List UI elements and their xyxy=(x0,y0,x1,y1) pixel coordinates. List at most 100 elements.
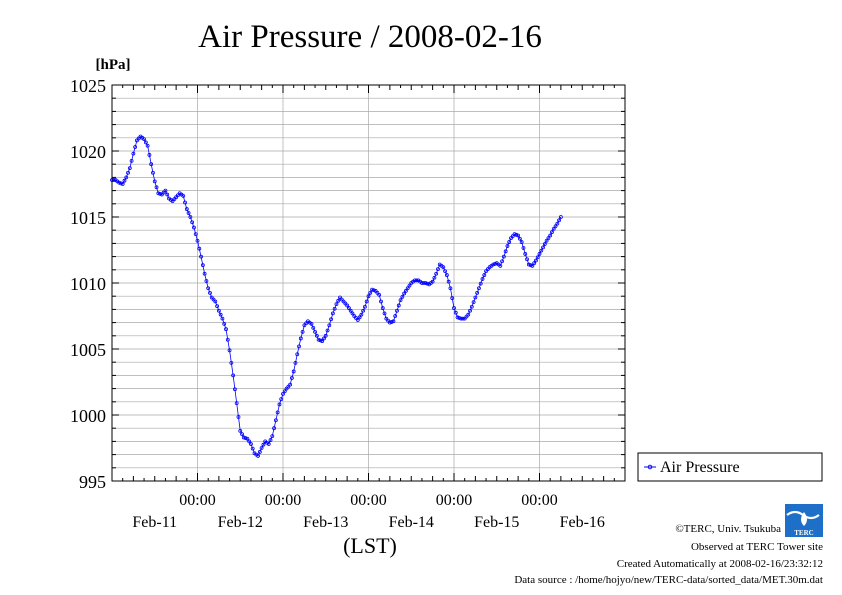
terc-logo: TERC xyxy=(785,504,823,537)
series-air-pressure xyxy=(110,134,563,458)
data-point xyxy=(471,300,476,305)
data-point xyxy=(402,291,407,296)
data-point xyxy=(156,191,161,196)
data-point xyxy=(404,289,408,293)
observed-text: Observed at TERC Tower site xyxy=(691,541,823,553)
data-point xyxy=(202,271,207,276)
data-point xyxy=(361,308,366,313)
data-point xyxy=(208,290,212,295)
data-point xyxy=(236,415,241,419)
data-point xyxy=(300,329,305,334)
x-axis-label: (LST) xyxy=(343,533,397,558)
data-point xyxy=(127,166,132,171)
data-point xyxy=(534,258,538,263)
data-point xyxy=(382,311,387,316)
data-point xyxy=(466,312,471,317)
data-point xyxy=(231,373,236,378)
x-tick-label-day: Feb-13 xyxy=(303,514,348,531)
data-point xyxy=(478,281,483,286)
data-point xyxy=(548,233,553,238)
data-point xyxy=(359,312,364,317)
data-point xyxy=(220,316,225,321)
data-point xyxy=(516,233,521,238)
data-point xyxy=(293,360,298,365)
data-point xyxy=(475,290,480,295)
data-point xyxy=(430,279,435,284)
data-point xyxy=(313,329,317,334)
data-point xyxy=(145,143,150,148)
data-point xyxy=(366,294,371,299)
data-point xyxy=(473,295,478,300)
data-point xyxy=(297,344,301,349)
data-point xyxy=(541,245,545,250)
logo-drop-icon xyxy=(801,512,807,526)
data-point xyxy=(204,279,209,283)
data-point xyxy=(281,391,285,396)
data-point xyxy=(275,410,280,415)
data-point xyxy=(163,188,168,193)
data-point xyxy=(261,442,266,447)
legend-label-air-pressure: Air Pressure xyxy=(660,459,740,476)
data-point xyxy=(124,175,129,180)
data-point xyxy=(412,278,417,283)
data-point xyxy=(535,255,540,260)
data-point xyxy=(270,434,275,439)
x-tick-label-time: 00:00 xyxy=(436,492,472,509)
legend-box xyxy=(637,452,823,482)
data-point xyxy=(323,333,328,338)
data-point xyxy=(371,288,376,293)
data-point xyxy=(482,273,487,277)
data-point xyxy=(330,311,335,316)
data-point xyxy=(526,262,531,267)
data-point xyxy=(151,170,155,175)
data-point xyxy=(288,382,293,387)
data-point xyxy=(363,304,367,309)
data-point xyxy=(298,336,303,341)
data-point xyxy=(436,267,440,272)
data-point xyxy=(325,328,330,333)
data-point xyxy=(133,145,138,149)
y-tick-label: 1010 xyxy=(70,274,106,294)
data-point xyxy=(441,265,446,270)
data-point xyxy=(453,310,458,315)
data-point xyxy=(273,418,278,423)
data-point xyxy=(120,182,125,186)
data-point xyxy=(521,246,526,250)
x-tick-label-day: Feb-16 xyxy=(560,514,605,531)
data-point xyxy=(459,316,464,321)
data-point xyxy=(129,158,134,163)
data-point xyxy=(368,290,373,295)
data-point xyxy=(512,232,517,237)
data-point xyxy=(316,337,321,342)
plot-frame xyxy=(111,84,626,482)
data-point xyxy=(197,246,202,251)
data-point xyxy=(551,226,556,231)
data-point xyxy=(432,275,437,280)
series-line xyxy=(112,135,562,457)
data-point xyxy=(215,304,219,309)
data-point xyxy=(188,215,193,219)
data-point xyxy=(498,263,503,268)
x-tick-label-time: 00:00 xyxy=(521,492,557,509)
data-point xyxy=(558,215,563,219)
data-point xyxy=(477,286,481,291)
data-point xyxy=(532,261,537,266)
data-point xyxy=(550,230,554,235)
data-point xyxy=(452,306,456,310)
data-point xyxy=(268,438,273,442)
data-point xyxy=(519,240,524,244)
data-point xyxy=(241,435,246,440)
data-point xyxy=(501,254,506,259)
data-point xyxy=(165,192,170,197)
y-tick-label: 1015 xyxy=(70,208,106,228)
y-axis-ticks: 995 1000 1005 1010 1015 1020 1025 xyxy=(70,76,625,492)
data-point xyxy=(530,263,535,268)
data-point xyxy=(216,308,221,313)
created-text: Created Automatically at 2008-02-16/23:3… xyxy=(617,558,823,570)
y-tick-label: 1000 xyxy=(70,406,106,426)
data-point xyxy=(393,314,398,318)
x-tick-label-day: Feb-12 xyxy=(218,514,263,531)
x-tick-label-time: 00:00 xyxy=(265,492,301,509)
data-point xyxy=(256,454,260,458)
